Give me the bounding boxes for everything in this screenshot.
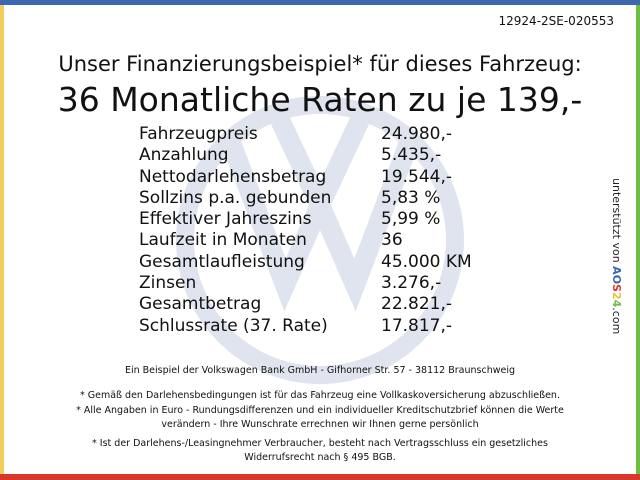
row-label: Anzahlung xyxy=(139,145,229,166)
table-row: Anzahlung 5.435,- xyxy=(139,145,472,166)
table-row: Nettodarlehensbetrag 19.544,- xyxy=(139,167,472,188)
finance-table: Fahrzeugpreis 24.980,- Anzahlung 5.435,- Net… xyxy=(139,124,472,337)
aos24-logo: AOS24 xyxy=(610,266,623,308)
row-label: Schlussrate (37. Rate) xyxy=(139,315,328,336)
title: Unser Finanzierungsbeispiel* für dieses … xyxy=(58,52,582,76)
row-value: 5,99 % xyxy=(381,209,441,230)
row-value: 36 xyxy=(381,230,403,251)
row-label: Gesamtlaufleistung xyxy=(139,251,305,272)
row-value: 19.544,- xyxy=(381,166,453,187)
offer-code: 12924-2SE-020553 xyxy=(498,14,614,28)
row-label: Laufzeit in Monaten xyxy=(139,230,307,251)
bottom-border xyxy=(0,474,640,480)
vw-logo-icon xyxy=(176,96,464,384)
right-border xyxy=(636,5,640,474)
table-row: Schlussrate (37. Rate) 17.817,- xyxy=(139,316,472,337)
table-row: Sollzins p.a. gebunden 5,83 % xyxy=(139,188,472,209)
top-border xyxy=(0,0,640,5)
row-label: Zinsen xyxy=(139,273,197,294)
row-label: Sollzins p.a. gebunden xyxy=(139,187,332,208)
row-value: 3.276,- xyxy=(381,273,442,294)
table-row: Zinsen 3.276,- xyxy=(139,273,472,294)
table-row: Laufzeit in Monaten 36 xyxy=(139,230,472,251)
row-label: Fahrzeugpreis xyxy=(139,124,258,144)
row-label: Gesamtbetrag xyxy=(139,294,262,315)
footnote: Widerrufsrecht nach § 495 BGB. xyxy=(244,452,396,463)
table-row: Gesamtbetrag 22.821,- xyxy=(139,294,472,315)
table-row: Effektiver Jahreszins 5,99 % xyxy=(139,209,472,230)
footnote: * Gemäß den Darlehensbedingungen ist für… xyxy=(80,390,560,401)
sponsor-prefix: unterstützt von xyxy=(610,178,623,263)
headline: 36 Monatliche Raten zu je 139,- xyxy=(57,80,583,119)
footnote: * Alle Angaben in Euro - Rundungsdiffere… xyxy=(76,405,564,416)
row-value: 22.821,- xyxy=(381,294,453,315)
sponsor-suffix: .com xyxy=(610,307,623,335)
row-value: 17.817,- xyxy=(381,315,453,336)
row-value: 24.980,- xyxy=(381,124,453,144)
bank-note: Ein Beispiel der Volkswagen Bank GmbH - … xyxy=(124,365,515,376)
footnote: verändern - Ihre Wunschrate errechnen wi… xyxy=(161,419,479,430)
row-label: Effektiver Jahreszins xyxy=(139,209,312,230)
row-label: Nettodarlehensbetrag xyxy=(139,166,327,187)
left-border xyxy=(0,5,4,474)
table-row: Gesamtlaufleistung 45.000 KM xyxy=(139,252,472,273)
sponsor-note: unterstützt von AOS24.com xyxy=(607,178,627,358)
table-row: Fahrzeugpreis 24.980,- xyxy=(139,124,472,145)
row-value: 5.435,- xyxy=(381,145,442,166)
footnote: * Ist der Darlehens-/Leasingnehmer Verbr… xyxy=(92,438,548,449)
row-value: 5,83 % xyxy=(381,187,441,208)
row-value: 45.000 KM xyxy=(381,251,472,272)
